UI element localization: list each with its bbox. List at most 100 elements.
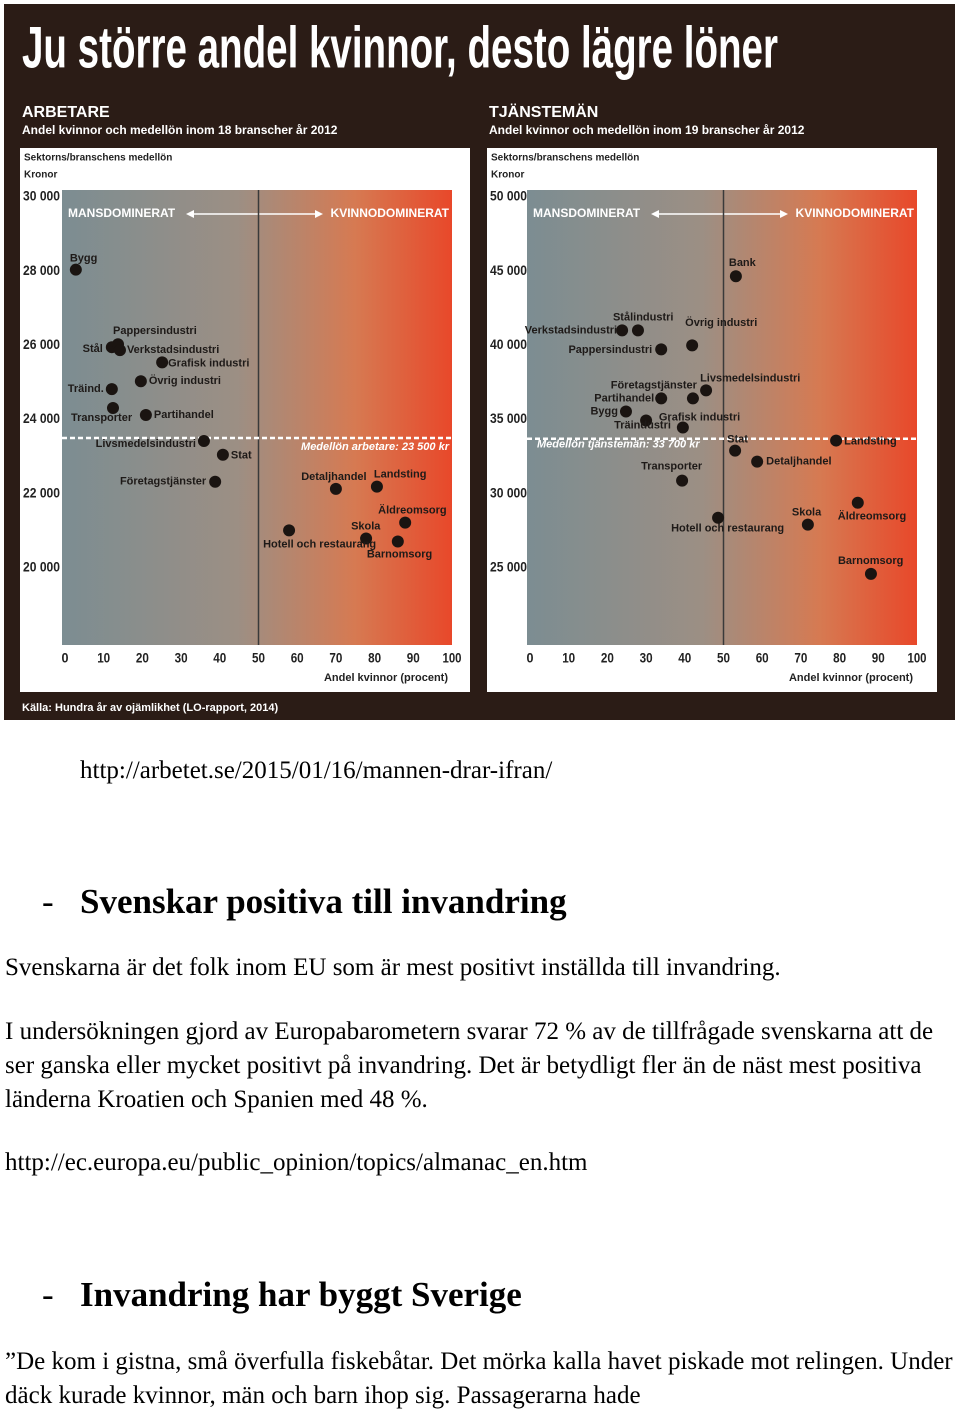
point-label: Stålindustri: [613, 311, 674, 323]
point-label: Landsting: [844, 435, 897, 447]
data-point: [283, 524, 296, 537]
x-tick-label: 60: [291, 650, 304, 666]
data-point: [676, 421, 689, 434]
region-label: MANSDOMINERAT: [68, 206, 176, 220]
y-tick-label: 50 000: [490, 188, 527, 204]
y-tick-label: 40 000: [490, 336, 527, 352]
data-point: [864, 567, 877, 580]
point-label: Skola: [351, 520, 381, 532]
x-tick-label: 50: [252, 650, 265, 666]
data-point: [619, 405, 632, 418]
source-url: http://arbetet.se/2015/01/16/mannen-drar…: [80, 757, 553, 784]
data-point: [106, 402, 119, 415]
point-label: Verkstadsindustri: [525, 324, 617, 336]
x-tick-label: 50: [717, 650, 730, 666]
y-axis-unit: Kronor: [24, 170, 57, 181]
data-point: [851, 496, 864, 509]
x-axis-label: Andel kvinnor (procent): [789, 672, 913, 684]
point-label: Livsmedelsindustri: [96, 438, 196, 450]
y-tick-label: 22 000: [23, 484, 60, 500]
y-tick-label: 24 000: [23, 410, 60, 426]
region-label: KVINNODOMINERAT: [796, 206, 915, 220]
data-point: [640, 414, 653, 427]
data-point: [69, 263, 82, 276]
data-point: [139, 409, 152, 422]
x-tick-label: 30: [175, 650, 188, 666]
x-tick-label: 70: [329, 650, 342, 666]
x-tick-label: 40: [213, 650, 226, 666]
panel-subtitle: Andel kvinnor och medellön inom 18 brans…: [22, 123, 338, 137]
point-label: Partihandel: [154, 409, 214, 421]
data-point: [686, 392, 699, 405]
data-point: [360, 532, 373, 545]
x-tick-label: 100: [443, 650, 462, 666]
panel-subtitle: Andel kvinnor och medellön inom 19 brans…: [489, 123, 805, 137]
paragraph: Svenskarna är det folk inom EU som är me…: [5, 954, 781, 981]
data-point: [134, 375, 147, 388]
point-label: Övrig industri: [685, 316, 757, 329]
point-label: Stat: [727, 434, 748, 446]
point-label: Transporter: [71, 412, 133, 424]
x-tick-label: 0: [62, 650, 69, 666]
point-label: Bank: [729, 257, 757, 269]
infographic: Ju större andel kvinnor, desto lägre lön…: [4, 4, 955, 720]
point-label: Skola: [792, 507, 822, 519]
data-point: [676, 474, 689, 487]
infographic-title: Ju större andel kvinnor, desto lägre lön…: [22, 15, 778, 80]
paragraph: ”De kom i gistna, små överfulla fiskebåt…: [5, 1348, 953, 1409]
point-label: Grafisk industri: [659, 411, 740, 423]
y-tick-label: 35 000: [490, 410, 527, 426]
point-label: Stål: [83, 343, 103, 355]
point-label: Barnomsorg: [838, 555, 903, 567]
x-tick-label: 70: [794, 650, 807, 666]
x-tick-label: 80: [368, 650, 381, 666]
point-label: Barnomsorg: [367, 548, 432, 560]
point-label: Träind.: [68, 383, 104, 395]
point-label: Bygg: [590, 405, 618, 417]
x-tick-label: 40: [678, 650, 691, 666]
point-label: Pappersindustri: [568, 344, 652, 356]
y-tick-label: 30 000: [490, 484, 527, 500]
x-tick-label: 60: [756, 650, 769, 666]
y-tick-label: 30 000: [23, 188, 60, 204]
mean-label: Medellön arbetare: 23 500 kr: [301, 441, 450, 453]
data-point: [216, 448, 229, 461]
y-tick-label: 20 000: [23, 559, 60, 575]
mean-label: Medellön tjänstemän: 33 700 kr: [537, 439, 700, 451]
x-tick-label: 20: [601, 650, 614, 666]
x-tick-label: 10: [97, 650, 110, 666]
point-label: Stat: [231, 450, 252, 462]
point-label: Träindustri: [614, 419, 671, 431]
point-label: Detaljhandel: [301, 471, 366, 483]
link: http://ec.europa.eu/public_opinion/topic…: [5, 1149, 588, 1176]
point-label: Hotell och restaurang: [671, 523, 784, 535]
x-tick-label: 20: [136, 650, 149, 666]
x-tick-label: 90: [407, 650, 420, 666]
data-point: [801, 518, 814, 531]
point-label: Bygg: [70, 253, 98, 265]
point-label: Partihandel: [594, 392, 654, 404]
y-axis-label: Sektorns/branschens medellön: [24, 153, 172, 164]
x-axis-label: Andel kvinnor (procent): [324, 672, 448, 684]
data-point: [105, 383, 118, 396]
panel-title: TJÄNSTEMÄN: [489, 103, 598, 121]
source: Källa: Hundra år av ojämlikhet (LO-rappo…: [22, 702, 278, 714]
point-label: Landsting: [374, 469, 427, 481]
point-label: Verkstadsindustri: [127, 344, 219, 356]
data-point: [209, 475, 222, 488]
point-label: Livsmedelsindustri: [700, 372, 800, 384]
data-point: [686, 339, 699, 352]
data-point: [712, 511, 725, 524]
data-point: [399, 516, 412, 529]
point-label: Grafisk industri: [168, 357, 249, 369]
data-point: [655, 343, 668, 356]
x-tick-label: 0: [527, 650, 534, 666]
data-point: [370, 480, 383, 493]
x-tick-label: 10: [562, 650, 575, 666]
y-axis-unit: Kronor: [491, 170, 524, 181]
x-tick-label: 80: [833, 650, 846, 666]
data-point: [729, 270, 742, 283]
plot-area: [527, 190, 917, 645]
y-tick-label: 26 000: [23, 336, 60, 352]
paragraph: I undersökningen gjord av Europabaromete…: [5, 1018, 934, 1113]
